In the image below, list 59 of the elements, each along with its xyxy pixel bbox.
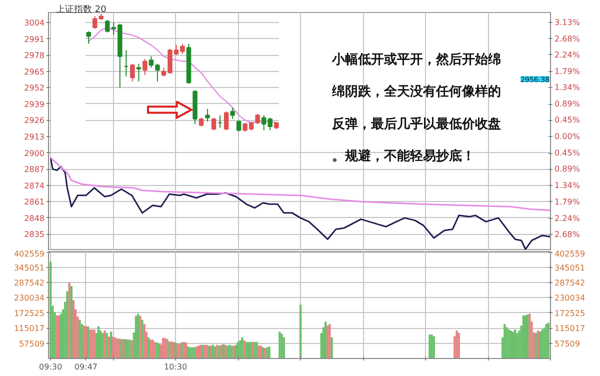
y-tick-label: 2874 [24, 181, 44, 190]
candlestick [204, 108, 210, 122]
y2-tick-label: 0.45% [554, 148, 580, 158]
y-tick-label: 402559 [14, 250, 45, 258]
y-tick-label: 172525 [14, 308, 45, 318]
y2-tick-label: 2.24% [554, 50, 580, 60]
y2-tick-label: 1.79% [554, 197, 580, 206]
y2-tick-label: 0.00% [554, 132, 580, 142]
y-tick-label: 2861 [24, 198, 44, 207]
x-tick-label: 09:47 [74, 362, 98, 372]
y-tick-label: 2991 [24, 34, 44, 44]
y-tick-label: 2900 [24, 148, 44, 158]
y2-tick-label: 115017 [554, 324, 586, 334]
y-tick-label: 3004 [24, 18, 44, 28]
y2-tick-label: 57509 [554, 339, 580, 348]
chart-title: 上证指数 20 [56, 5, 106, 16]
y2-tick-label: 0.89% [554, 100, 580, 109]
text: 小幅低开或平开，然后开始绵绵阴跌，全天没有任何像样的反弹，最后几乎以最低价收盘。规避，不能轻易抄底！ [332, 52, 502, 164]
y-tick-label: 2965 [24, 67, 44, 76]
y-tick-label: 2939 [24, 100, 44, 109]
y-tick-label: 2887 [24, 165, 44, 174]
y-tick-label: 345051 [14, 263, 45, 272]
y-tick-label: 2835 [24, 230, 44, 240]
candlestick [92, 16, 97, 30]
y2-tick-label: 0.89% [554, 164, 580, 174]
y2-tick-label: 287542 [554, 278, 586, 288]
y2-tick-label: 345051 [554, 263, 586, 272]
candlestick [130, 63, 134, 82]
y2-tick-label: 1.34% [554, 181, 580, 190]
y2-tick-label: 1.34% [554, 83, 580, 92]
x-tick-label: 10:30 [164, 362, 188, 372]
y2-tick-label: 2.68% [554, 34, 580, 44]
y2-tick-label: 172525 [554, 308, 586, 318]
y2-tick-label: 402559 [554, 250, 586, 258]
y-tick-label: 2913 [24, 132, 44, 142]
x-tick-label: 09:30 [39, 362, 62, 372]
y2-tick-label: 0.45% [554, 116, 580, 125]
y2-tick-label: 2.24% [554, 214, 580, 223]
candlestick [230, 107, 234, 120]
y-tick-label: 2978 [24, 51, 44, 60]
candlestick [210, 117, 216, 131]
candlestick [254, 113, 260, 124]
y-tick-label: 2926 [24, 116, 44, 126]
y-tick-label: 2952 [24, 84, 44, 93]
candlestick [236, 120, 241, 132]
candlestick [136, 63, 141, 82]
candlestick [142, 58, 147, 76]
y-tick-label: 230034 [14, 294, 45, 303]
candlestick [104, 20, 110, 34]
y2-tick-label: 3.13% [554, 18, 580, 27]
candlestick [86, 30, 91, 44]
y-tick-label: 115017 [14, 324, 45, 334]
y2-tick-label: 230034 [554, 294, 586, 303]
y-tick-label: 2848 [24, 214, 44, 223]
y-tick-label: 57509 [19, 339, 45, 348]
candlestick [223, 110, 228, 131]
y2-tick-label: 2.68% [554, 230, 580, 239]
y2-tick-label: 1.79% [554, 66, 580, 76]
y-tick-label: 287542 [14, 278, 45, 288]
